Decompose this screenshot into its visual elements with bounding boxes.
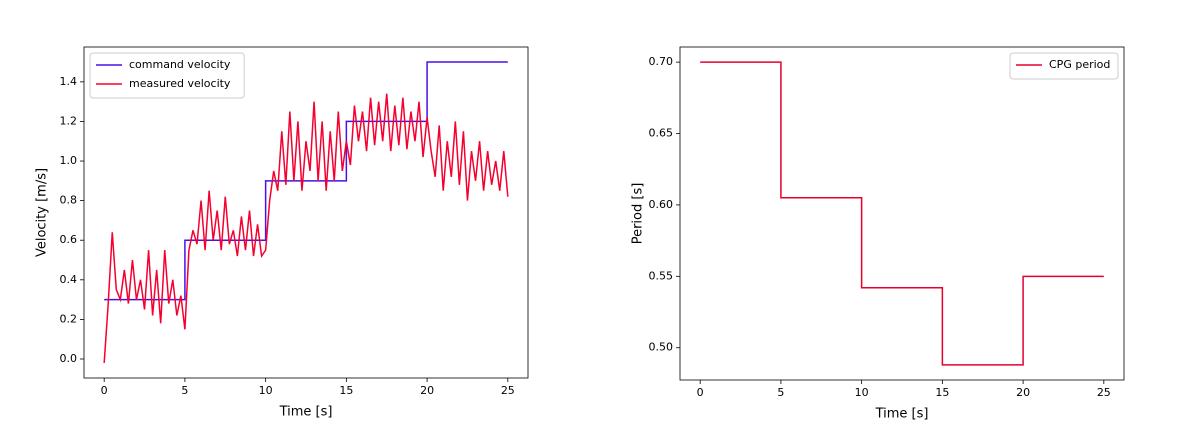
x-tick-label: 20 xyxy=(420,384,434,397)
y-axis-label: Period [s] xyxy=(631,183,646,245)
x-tick-label: 15 xyxy=(339,384,353,397)
legend-label: command velocity xyxy=(129,58,231,71)
x-tick-label: 15 xyxy=(935,386,949,399)
legend-label: CPG period xyxy=(1049,58,1110,71)
y-tick-label: 1.0 xyxy=(60,154,78,167)
x-tick-label: 5 xyxy=(777,386,784,399)
y-tick-label: 0.55 xyxy=(649,269,674,282)
y-tick-label: 0.70 xyxy=(649,55,674,68)
x-tick-label: 5 xyxy=(181,384,188,397)
y-tick-label: 0.0 xyxy=(60,352,78,365)
x-tick-label: 10 xyxy=(259,384,273,397)
x-tick-label: 0 xyxy=(101,384,108,397)
y-axis-label: Velocity [m/s] xyxy=(35,168,50,257)
x-axis-label: Time [s] xyxy=(875,407,929,422)
legend-box xyxy=(1009,52,1119,80)
y-tick-label: 0.60 xyxy=(649,198,674,211)
legend-label: measured velocity xyxy=(129,77,231,90)
line xyxy=(700,61,1104,366)
y-tick-label: 1.2 xyxy=(60,114,78,127)
y-tick-label: 0.2 xyxy=(60,312,78,325)
x-tick-label: 20 xyxy=(1016,386,1030,399)
legend-box xyxy=(89,52,245,99)
line xyxy=(104,61,508,301)
axes-frame xyxy=(83,46,529,379)
x-tick-label: 0 xyxy=(697,386,704,399)
axes-frame xyxy=(679,46,1125,381)
y-tick-label: 1.4 xyxy=(60,75,78,88)
x-tick-label: 10 xyxy=(855,386,869,399)
y-tick-label: 0.65 xyxy=(649,127,674,140)
x-axis-label: Time [s] xyxy=(279,405,333,420)
y-tick-label: 0.4 xyxy=(60,273,78,286)
y-tick-label: 0.6 xyxy=(60,233,78,246)
y-tick-label: 0.50 xyxy=(649,341,674,354)
x-tick-label: 25 xyxy=(1097,386,1111,399)
x-tick-label: 25 xyxy=(501,384,515,397)
line xyxy=(103,93,509,364)
y-tick-label: 0.8 xyxy=(60,194,78,207)
